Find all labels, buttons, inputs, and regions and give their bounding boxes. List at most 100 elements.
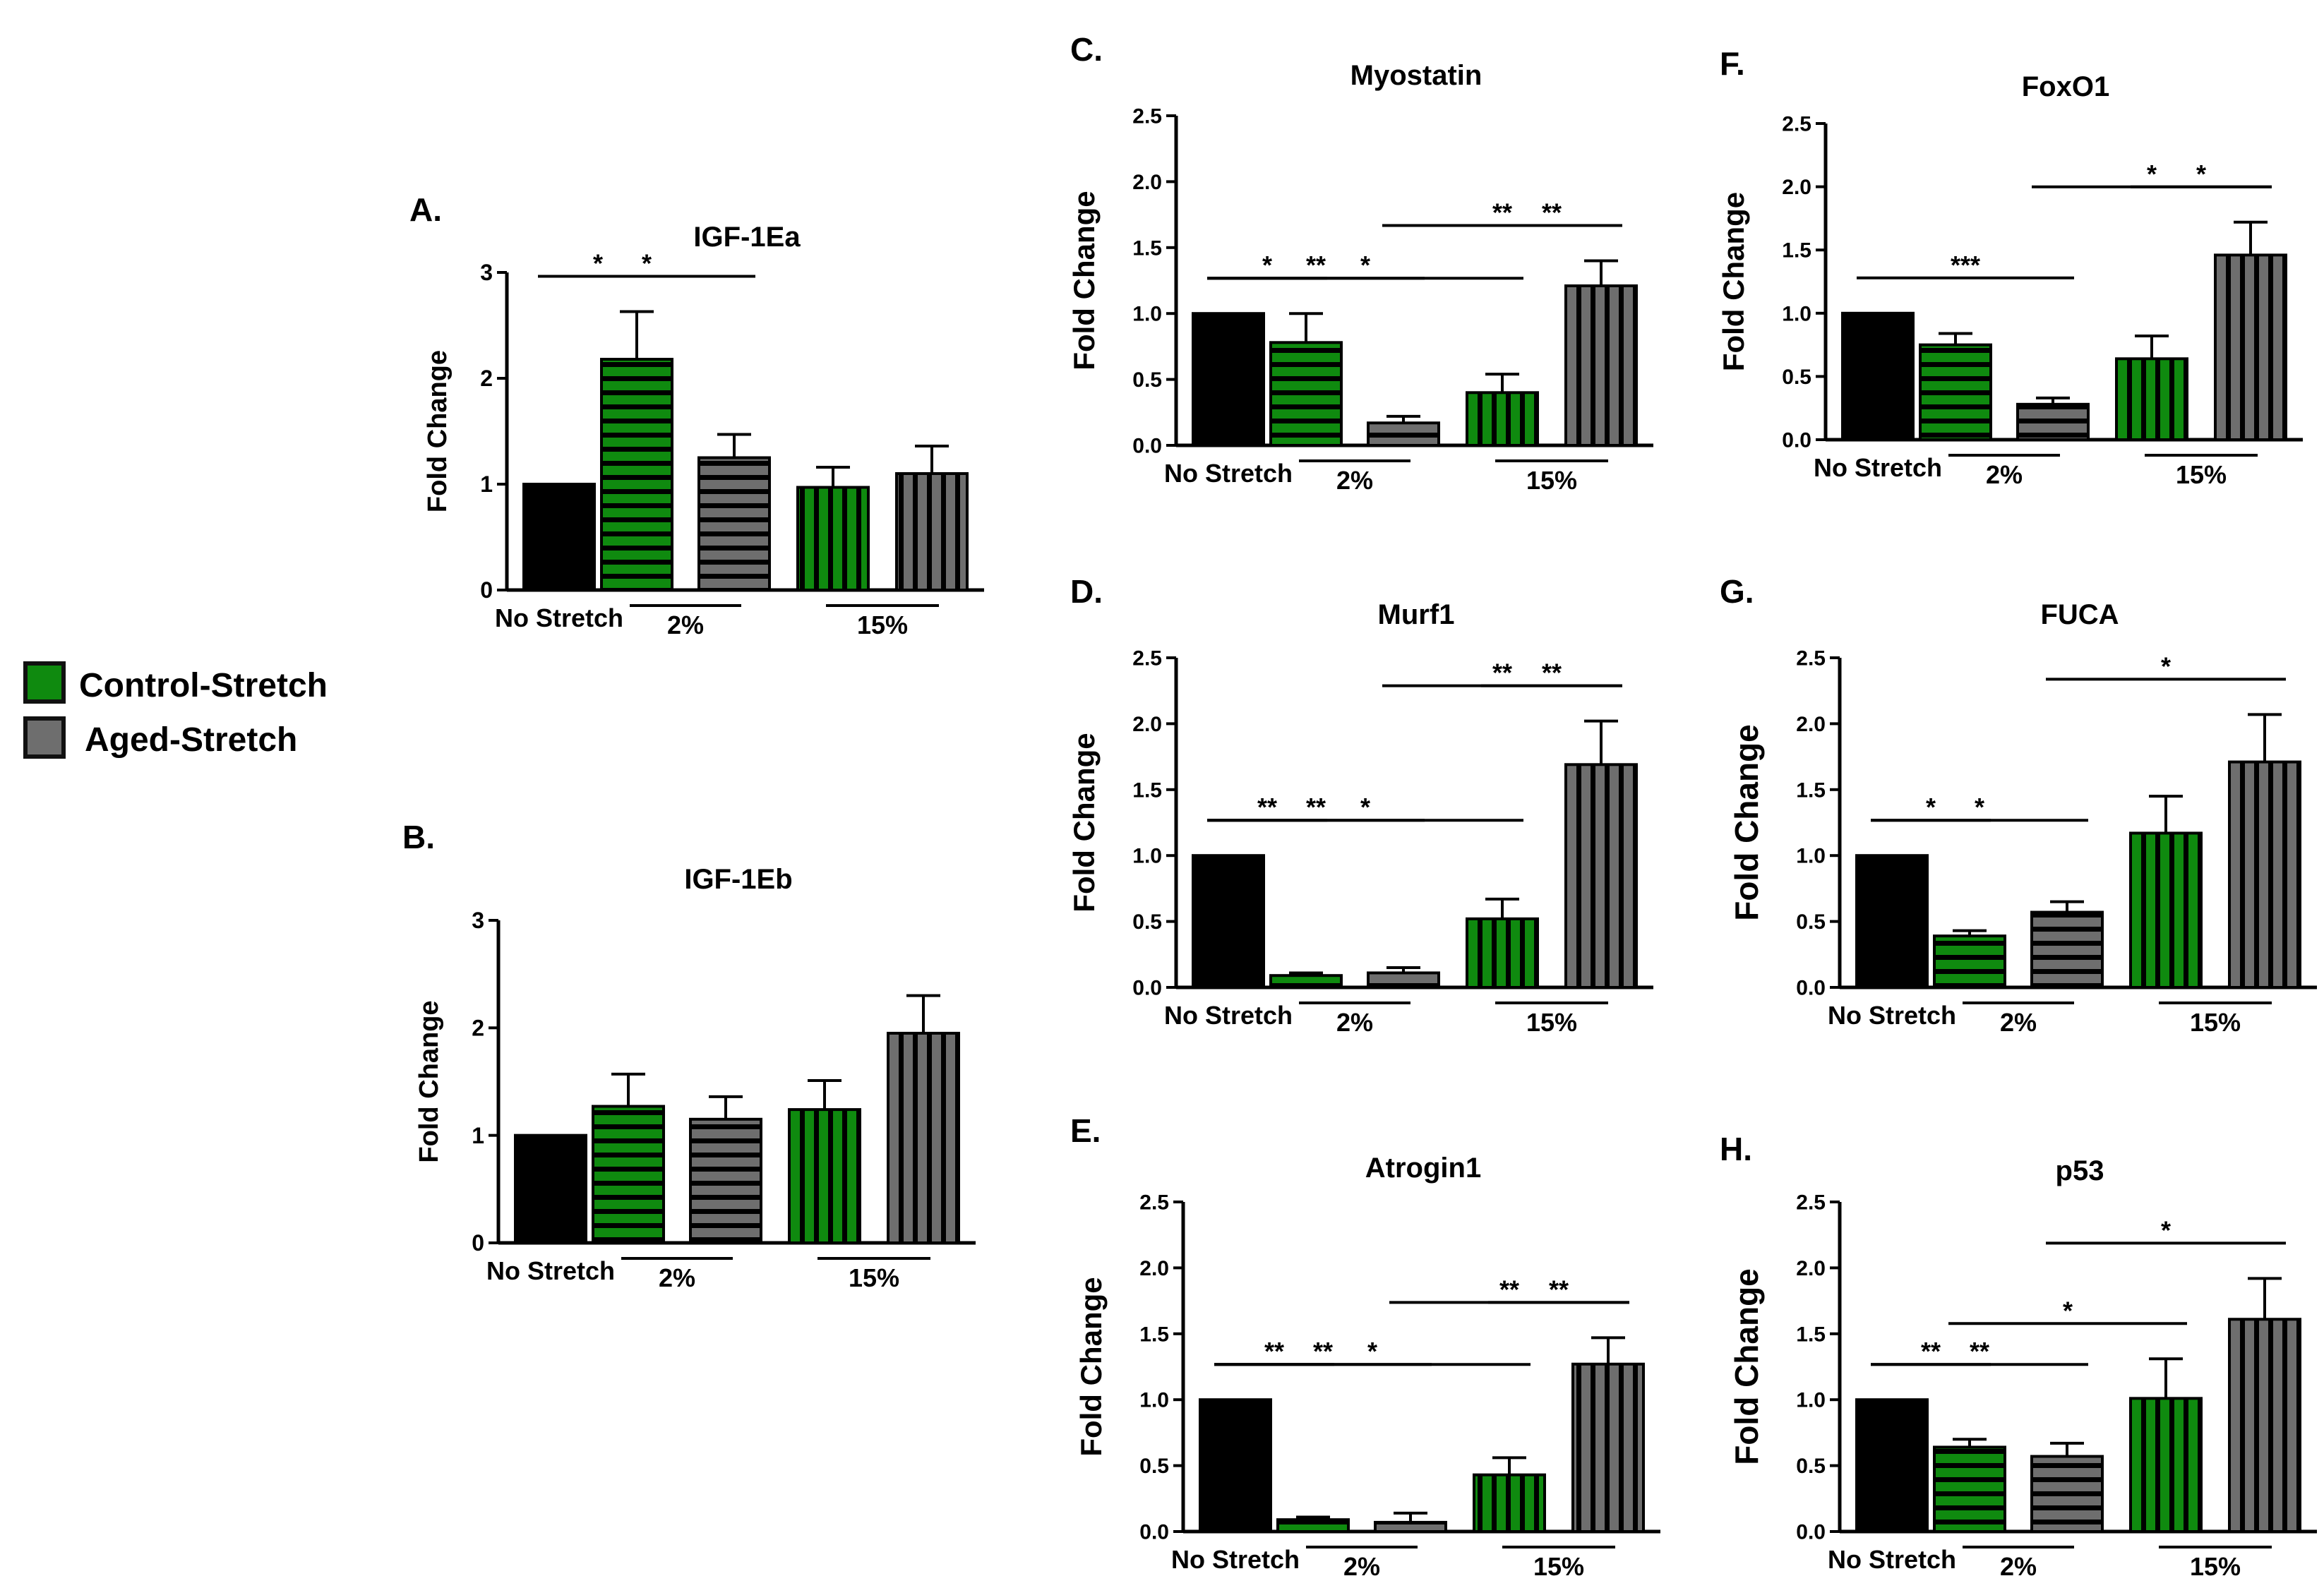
significance-label: ***	[1951, 251, 1980, 279]
chart-title: Atrogin1	[1365, 1153, 1481, 1184]
bar-control-stretch	[1269, 974, 1343, 989]
y-tick-label: 0.5	[1132, 368, 1162, 392]
significance-label: *	[642, 249, 652, 278]
y-tick-label: 2.0	[1796, 1257, 1826, 1280]
y-tick-label: 1.0	[1796, 1389, 1826, 1412]
panel-label: E.	[1070, 1112, 1101, 1149]
significance-label: **	[1492, 198, 1512, 227]
y-tick-label: 2.5	[1132, 105, 1162, 128]
panel-label: B.	[402, 819, 435, 855]
bar-aged-stretch	[2214, 253, 2287, 441]
y-axis-label: Fold Change	[1067, 191, 1101, 370]
y-tick-label: 2.0	[1796, 713, 1826, 736]
x-tick-label: 15%	[1526, 1008, 1577, 1037]
bar-aged-stretch	[1367, 971, 1440, 990]
bar-control-stretch	[600, 358, 673, 591]
bar-no-stretch	[1192, 854, 1265, 989]
y-tick-label: 2.5	[1139, 1191, 1169, 1215]
x-tick-label: No Stretch	[1164, 1001, 1293, 1030]
bar-aged-stretch	[689, 1117, 762, 1244]
panel-G: G. FUCA 0.0 0.5 1.0 1.5 2.0 2.5 Fold Change No St…	[1720, 573, 2317, 1037]
y-tick-label: 0.0	[1796, 977, 1826, 1000]
bar-aged-stretch	[2030, 1455, 2104, 1533]
y-tick-label: 1.5	[1139, 1323, 1169, 1346]
bar-aged-stretch	[1564, 284, 1638, 447]
y-tick-label: 2	[472, 1016, 484, 1041]
significance-label: **	[1264, 1337, 1284, 1366]
x-tick-label: 15%	[2176, 460, 2227, 489]
bar-aged-stretch	[1564, 763, 1638, 989]
x-tick-label: 15%	[1533, 1552, 1584, 1581]
y-tick-label: 1.5	[1796, 1323, 1826, 1346]
y-axis-label: Fold Change	[1074, 1277, 1108, 1456]
bar-no-stretch	[522, 483, 596, 591]
x-tick-label: 15%	[2190, 1008, 2241, 1037]
bar-control-stretch	[2129, 831, 2203, 989]
x-tick-label: 2%	[1336, 1008, 1373, 1037]
y-tick-label: 1.5	[1132, 236, 1162, 260]
legend-label-aged: Aged-Stretch	[85, 721, 297, 759]
significance-label: **	[1542, 658, 1562, 687]
x-tick-label: No Stretch	[1828, 1545, 1956, 1574]
y-tick-label: 0.5	[1796, 910, 1826, 934]
significance-label: *	[1262, 251, 1272, 279]
y-tick-label: 0	[472, 1230, 484, 1256]
x-tick-label: 2%	[1343, 1552, 1380, 1581]
significance-label: **	[1313, 1337, 1333, 1366]
significance-label: *	[2147, 160, 2157, 188]
y-tick-label: 2.0	[1132, 713, 1162, 736]
bar-control-stretch	[2129, 1397, 2203, 1534]
y-tick-label: 2.5	[1796, 1191, 1826, 1215]
x-tick-label: 15%	[849, 1263, 899, 1292]
y-tick-label: 3	[472, 908, 484, 933]
significance-label: **	[1257, 793, 1277, 822]
x-tick-label: No Stretch	[1171, 1545, 1300, 1574]
y-tick-label: 1.5	[1796, 778, 1826, 802]
significance-label: **	[1492, 658, 1512, 687]
chart-title: IGF-1Eb	[684, 864, 792, 895]
panel-A: A. IGF-1Ea 0 1 2 3 Fold Change No Stretch 2% 15% *…	[409, 191, 984, 639]
significance-label: *	[593, 249, 603, 278]
x-tick-label: No Stretch	[495, 603, 623, 632]
significance-label: **	[1306, 251, 1326, 279]
panel-H: H. p53 0.0 0.5 1.0 1.5 2.0 2.5 Fold Change No Str…	[1720, 1131, 2317, 1581]
y-tick-label: 0.5	[1796, 1455, 1826, 1478]
bar-control-stretch	[1933, 1445, 2006, 1533]
y-tick-label: 1.0	[1132, 303, 1162, 326]
bar-aged-stretch	[1367, 421, 1440, 447]
bar-control-stretch	[1269, 341, 1343, 447]
significance-label: *	[2161, 651, 2171, 680]
bar-control-stretch	[1919, 343, 1992, 441]
bar-aged-stretch	[895, 472, 969, 591]
y-axis-label: Fold Change	[423, 350, 453, 512]
significance-label: *	[1360, 251, 1370, 279]
x-tick-label: No Stretch	[1814, 453, 1942, 482]
significance-label: **	[1549, 1275, 1569, 1304]
significance-label: **	[1542, 198, 1562, 227]
y-tick-label: 2	[480, 366, 493, 391]
bar-no-stretch	[1192, 312, 1265, 447]
y-tick-label: 2.0	[1139, 1257, 1169, 1280]
legend: Control-Stretch Aged-Stretch	[23, 661, 328, 759]
y-tick-label: 0.5	[1139, 1455, 1169, 1478]
significance-label: **	[1499, 1275, 1519, 1304]
panel-label: H.	[1720, 1131, 1752, 1167]
panel-E: E. Atrogin1 0.0 0.5 1.0 1.5 2.0 2.5 Fold Change N…	[1070, 1112, 1660, 1581]
panel-B: B. IGF-1Eb 0 1 2 3 Fold Change No Stretch 2% 15%	[402, 819, 976, 1292]
y-tick-label: 2.0	[1132, 171, 1162, 194]
y-tick-label: 2.5	[1782, 113, 1811, 136]
y-tick-label: 2.5	[1132, 647, 1162, 670]
y-tick-label: 1	[480, 471, 493, 497]
bar-aged-stretch	[2228, 1318, 2301, 1533]
y-tick-label: 1.0	[1139, 1389, 1169, 1412]
y-tick-label: 0.0	[1782, 429, 1811, 452]
legend-item-control: Control-Stretch	[23, 661, 328, 704]
bar-no-stretch	[1855, 854, 1929, 989]
y-axis-label: Fold Change	[1728, 1268, 1765, 1465]
significance-label: **	[1970, 1337, 1989, 1366]
significance-label: **	[1921, 1337, 1941, 1366]
panel-F: F. FoxO1 0.0 0.5 1.0 1.5 2.0 2.5 Fold Change No S…	[1717, 45, 2303, 489]
legend-label-control: Control-Stretch	[79, 667, 328, 704]
significance-label: *	[2196, 160, 2206, 188]
significance-label: *	[1926, 793, 1936, 822]
